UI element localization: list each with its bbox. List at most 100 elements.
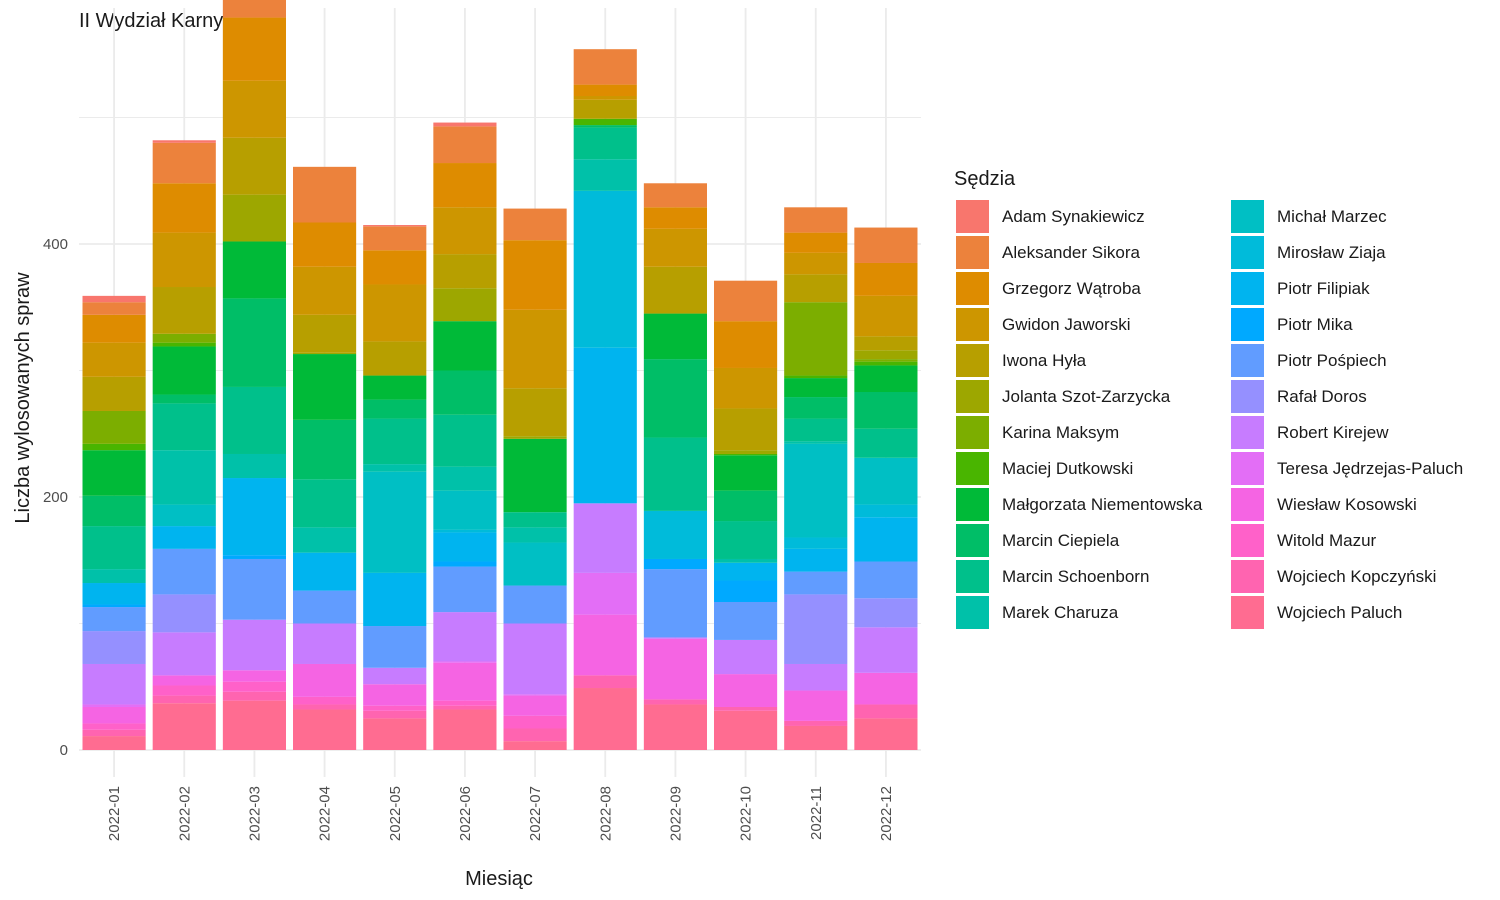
legend-label: Wojciech Kopczyński xyxy=(1277,567,1436,586)
bar-segment xyxy=(854,598,918,628)
bar-segment xyxy=(854,428,918,458)
bar-segment xyxy=(503,240,567,310)
bar-segment xyxy=(503,715,567,729)
x-axis-ticks: 2022-01 2022-02 2022-03 2022-04 2022-05 2022-… xyxy=(106,786,895,841)
legend-key xyxy=(956,524,989,557)
x-tick-label: 2022-08 xyxy=(597,786,614,841)
legend-key xyxy=(956,272,989,305)
bar-segment xyxy=(152,394,216,404)
bar-segment xyxy=(784,443,848,538)
bar-segment xyxy=(714,639,778,675)
bar-segment xyxy=(82,295,146,303)
bar-segment xyxy=(82,443,146,451)
bar-segment xyxy=(222,241,286,299)
bar-segment xyxy=(784,302,848,376)
legend-label: Marek Charuza xyxy=(1002,603,1119,622)
bar-segment xyxy=(82,663,146,705)
bar-segment xyxy=(363,572,427,627)
bar-segment xyxy=(854,227,918,263)
y-tick-label: 0 xyxy=(60,742,68,759)
bar-segment xyxy=(714,562,778,581)
bar-segment xyxy=(293,527,357,553)
bar-segment xyxy=(503,728,567,742)
bar-segment xyxy=(152,342,216,347)
legend-key xyxy=(956,596,989,629)
legend-key xyxy=(1231,236,1264,269)
bar-segment xyxy=(784,663,848,691)
bar-segment xyxy=(82,302,146,315)
bar-segment xyxy=(152,183,216,233)
bar-segment xyxy=(293,314,357,353)
bar-segment xyxy=(222,558,286,620)
bar-segment xyxy=(854,457,918,505)
legend-key xyxy=(956,380,989,413)
bar-segment xyxy=(784,418,848,442)
bar-segment xyxy=(363,705,427,711)
bar-segment xyxy=(643,699,707,705)
legend-label: Jolanta Szot-Zarzycka xyxy=(1002,387,1171,406)
bar-segment xyxy=(503,512,567,528)
bar-segment xyxy=(152,140,216,143)
bar-segment xyxy=(573,190,637,348)
bar-segment xyxy=(82,583,146,605)
bar-segment xyxy=(82,410,146,444)
bar-segment xyxy=(222,80,286,138)
bar-segment xyxy=(433,321,497,371)
bar-segment xyxy=(573,675,637,689)
bar-segment xyxy=(222,386,286,454)
bar-segment xyxy=(293,552,357,591)
bar-segment xyxy=(503,527,567,543)
x-tick-label: 2022-09 xyxy=(667,786,684,841)
legend-key xyxy=(1231,380,1264,413)
legend-label: Piotr Pośpiech xyxy=(1277,351,1387,370)
bar-segment xyxy=(714,280,778,322)
legend-key xyxy=(1231,272,1264,305)
bar-segment xyxy=(82,729,146,737)
legend-label: Piotr Mika xyxy=(1277,315,1353,334)
bar-segment xyxy=(503,542,567,586)
bar-segment xyxy=(573,49,637,85)
bar-segment xyxy=(293,479,357,528)
legend-key xyxy=(956,452,989,485)
bar-segment xyxy=(784,571,848,595)
bar-segment xyxy=(433,662,497,701)
bar-segment xyxy=(854,295,918,337)
legend-label: Karina Maksym xyxy=(1002,423,1119,442)
legend-label: Wojciech Paluch xyxy=(1277,603,1402,622)
bar-segment xyxy=(363,399,427,419)
bar-segment xyxy=(433,288,497,322)
bar-segment xyxy=(433,700,497,706)
bar-segment xyxy=(82,495,146,527)
legend-label: Wiesław Kosowski xyxy=(1277,495,1417,514)
bar-segment xyxy=(82,631,146,664)
legend-key xyxy=(1231,524,1264,557)
bar-segment xyxy=(573,503,637,573)
bar-segment xyxy=(363,464,427,472)
bar-segment xyxy=(784,252,848,275)
legend-label: Adam Synakiewicz xyxy=(1002,207,1145,226)
legend-label: Aleksander Sikora xyxy=(1002,243,1141,262)
bar-segment xyxy=(643,558,707,570)
bar-segment xyxy=(573,125,637,128)
legend-label: Marcin Ciepiela xyxy=(1002,531,1120,550)
legend-label: Teresa Jędrzejas-Paluch xyxy=(1277,459,1463,478)
bar-segment xyxy=(503,695,567,716)
legend-key xyxy=(1231,200,1264,233)
bar-segment xyxy=(152,403,216,451)
legend-key xyxy=(1231,596,1264,629)
legend-label: Małgorzata Niementowska xyxy=(1002,495,1203,514)
bar-segment xyxy=(433,705,497,710)
legend-label: Maciej Dutkowski xyxy=(1002,459,1133,478)
bar-segment xyxy=(293,222,357,267)
legend-key xyxy=(1231,560,1264,593)
bar-segment xyxy=(82,604,146,608)
bar-segment xyxy=(714,321,778,368)
bar-segment xyxy=(784,725,848,750)
bar-segment xyxy=(784,232,848,253)
bar-segment xyxy=(433,709,497,750)
bar-segment xyxy=(714,521,778,559)
bar-segment xyxy=(714,580,778,602)
bar-segment xyxy=(573,159,637,191)
bar-segment xyxy=(573,99,637,119)
